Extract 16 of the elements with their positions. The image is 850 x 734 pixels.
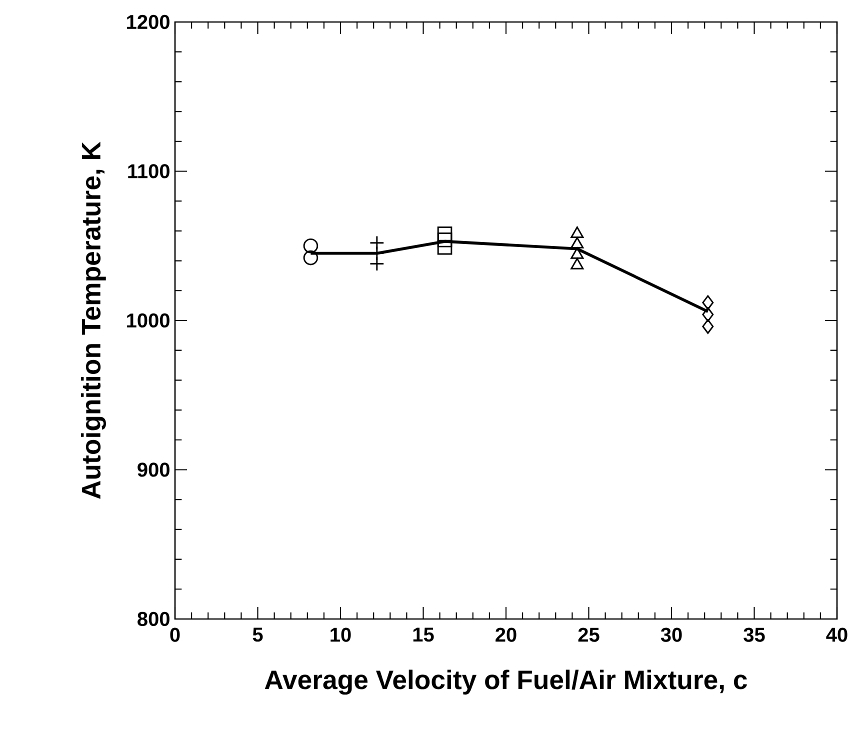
y-axis-title: Autoignition Temperature, K <box>81 142 106 499</box>
x-tick-label: 10 <box>330 628 351 642</box>
y-tick-label: 1200 <box>127 14 170 30</box>
x-tick-label: 25 <box>578 628 600 642</box>
x-tick-label: 5 <box>252 628 263 642</box>
x-tick-label: 15 <box>413 628 434 642</box>
x-tick-label: 20 <box>496 628 516 642</box>
x-tick-label: 0 <box>170 628 180 642</box>
x-axis-title: Average Velocity of Fuel/Air Mixture, c <box>264 670 747 695</box>
x-tick-label: 35 <box>744 628 765 642</box>
x-tick-label: 40 <box>826 628 848 642</box>
y-tick-label: 900 <box>138 462 170 477</box>
x-tick-label: 30 <box>660 628 682 642</box>
y-tick-label: 1000 <box>127 313 170 328</box>
y-tick-label: 1100 <box>128 164 170 178</box>
y-tick-label: 800 <box>138 612 170 626</box>
